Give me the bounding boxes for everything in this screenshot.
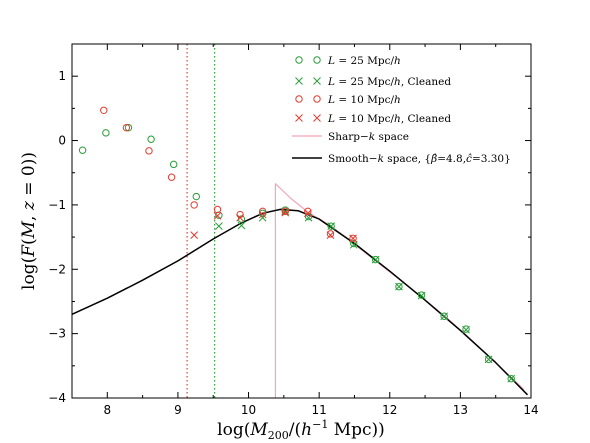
y-tick-label: −1 (48, 198, 66, 212)
data-point-x (349, 240, 358, 249)
x-tick-label: 11 (312, 403, 327, 417)
data-point-circle (462, 325, 470, 333)
legend-marker-circle (313, 95, 321, 103)
legend-entry-l25: L = 25 Mpc/h (295, 55, 401, 67)
data-point-circle (417, 291, 426, 299)
data-point-circle (484, 355, 493, 364)
data-point-circle (124, 123, 133, 132)
data-point-circle (169, 160, 178, 169)
legend-label: Sharp−k space (328, 131, 409, 143)
data-point-circle (304, 207, 312, 216)
data-point-x (395, 282, 403, 291)
data-point-circle (281, 207, 289, 216)
data-point-circle (167, 173, 176, 181)
y-axis-label: log(F(M, z = 0)) (19, 152, 39, 290)
data-point-x (326, 231, 335, 240)
data-point-circle (147, 135, 155, 143)
y-tick-label: −2 (48, 262, 66, 276)
data-point-circle (371, 255, 380, 264)
data-point-x (349, 234, 357, 243)
data-point-x (417, 291, 426, 300)
data-point-circle (349, 234, 357, 243)
y-tick-label: 1 (58, 69, 66, 83)
data-point-circle (190, 201, 198, 209)
data-point-x (237, 221, 246, 230)
x-tick-label: 8 (103, 403, 111, 417)
legend-marker-circle (295, 56, 303, 64)
legend: L = 25 Mpc/h L = 25 Mpc/h, Cleaned L = 1… (292, 55, 511, 165)
data-point-circle (213, 205, 222, 214)
data-point-x (462, 325, 470, 334)
data-point-x (258, 213, 267, 222)
legend-label: Smooth−k space, {β̂=4.8,ĉ=3.30} (328, 153, 511, 165)
legend-marker-circle (313, 56, 321, 64)
data-point-x (258, 210, 267, 219)
y-tick-label: −4 (48, 391, 66, 405)
x-tick-label: 10 (241, 403, 256, 417)
legend-label: L = 25 Mpc/h (327, 55, 401, 67)
y-tick-label: −3 (48, 327, 66, 341)
data-point-circle (350, 239, 358, 248)
data-point-x (507, 374, 516, 383)
x-tick-label: 12 (382, 403, 397, 417)
data-markers (78, 106, 516, 383)
data-point-circle (326, 230, 335, 238)
data-point-circle (258, 209, 267, 217)
data-point-x (281, 208, 290, 217)
data-point-x (190, 231, 199, 240)
data-point-x (440, 312, 448, 321)
x-tick-label: 14 (523, 403, 538, 417)
x-tick-label: 13 (453, 403, 468, 417)
legend-marker-x (295, 77, 321, 85)
data-point-x (484, 355, 493, 364)
data-point-circle (440, 312, 448, 320)
data-point-x (327, 222, 336, 231)
data-point-x (215, 222, 223, 231)
data-point-circle (78, 146, 87, 154)
legend-entry-l25-cleaned: L = 25 Mpc/h, Cleaned (295, 76, 451, 88)
reference-lines (186, 44, 216, 398)
y-tick-label: 0 (58, 134, 66, 148)
x-axis-label: log(M200/(h−1 Mpc)) (217, 418, 385, 442)
legend-entry-smooth-k: Smooth−k space, {β̂=4.8,ĉ=3.30} (292, 153, 511, 165)
data-point-circle (122, 123, 131, 132)
data-point-circle (192, 192, 200, 201)
data-point-circle (100, 106, 108, 114)
legend-marker-x (295, 114, 321, 122)
legend-marker-circle (295, 95, 303, 103)
axis-ticks: 8 9 10 11 12 13 14 −4 −3 −2 −1 0 1 (48, 44, 539, 417)
legend-label: L = 10 Mpc/h (327, 94, 401, 106)
legend-entry-sharp-k: Sharp−k space (292, 131, 409, 143)
plot-frame (71, 43, 532, 399)
data-point-circle (102, 129, 110, 137)
data-point-x (213, 211, 222, 220)
data-point-x (236, 213, 244, 222)
legend-entry-l10-cleaned: L = 10 Mpc/h, Cleaned (295, 113, 451, 125)
legend-label: L = 25 Mpc/h, Cleaned (327, 76, 451, 88)
legend-entry-l10: L = 10 Mpc/h (295, 94, 401, 106)
data-point-circle (395, 282, 403, 291)
legend-label: L = 10 Mpc/h, Cleaned (327, 113, 451, 125)
data-point-x (304, 209, 312, 218)
data-point-circle (327, 222, 335, 230)
data-point-circle (507, 374, 515, 383)
data-point-x (371, 255, 380, 264)
x-tick-label: 9 (174, 403, 182, 417)
plot-background (72, 44, 531, 398)
data-point-circle (145, 147, 153, 155)
